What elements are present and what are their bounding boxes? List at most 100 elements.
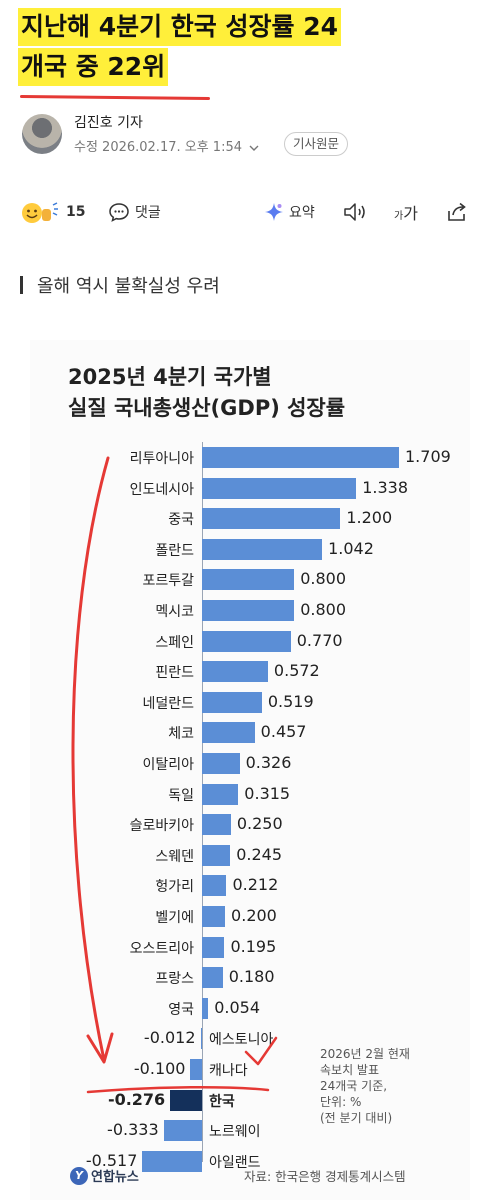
value-label-3: 1.042	[328, 538, 374, 558]
share-button[interactable]	[445, 197, 469, 227]
ai-summary-button[interactable]: 요약	[263, 197, 315, 227]
value-label-1: 1.338	[362, 477, 409, 497]
yonhap-logo-mark: Y	[70, 1166, 88, 1185]
yonhap-logo: Y 연합뉴스	[70, 1166, 139, 1185]
bar-12	[202, 814, 231, 836]
category-label-17: 프랑스	[155, 971, 194, 988]
category-label-8: 네덜란드	[142, 695, 194, 712]
headline-red-underline	[19, 95, 211, 100]
value-label-12: 0.250	[236, 814, 283, 834]
category-label-2: 중국	[168, 512, 194, 529]
bar-8	[202, 691, 262, 713]
chart-note: 2026년 2월 현재 속보치 발표 24개국 기준, 단위: % (전 분기 …	[320, 1047, 410, 1125]
gdp-infographic[interactable]: 2025년 4분기 국가별 실질 국내총생산(GDP) 성장률 2026년 2월…	[30, 340, 470, 1200]
share-icon	[448, 202, 466, 221]
category-label-16: 오스트리아	[129, 940, 194, 957]
chart-title-line-2: 실질 국내총생산(GDP) 성장률	[68, 396, 346, 420]
value-label-11: 0.315	[244, 783, 291, 803]
modified-time[interactable]: 수정 2026.02.17. 오후 1:54	[74, 136, 260, 155]
bar-15	[202, 906, 226, 927]
original-article-button[interactable]: 기사원문	[284, 132, 349, 156]
value-label-19: -0.012	[143, 1028, 196, 1048]
bar-11	[202, 783, 239, 805]
bar-13	[202, 844, 231, 866]
comment-icon	[109, 203, 129, 222]
category-label-15: 벨기에	[155, 910, 194, 926]
value-label-0: 1.709	[405, 447, 451, 466]
value-label-6: 0.770	[296, 630, 343, 650]
bar-17	[202, 967, 223, 989]
bar-5	[202, 600, 295, 621]
speaker-icon	[344, 203, 365, 221]
chevron-down-icon	[249, 145, 259, 151]
bar-19	[200, 1028, 202, 1050]
value-label-21: -0.276	[107, 1089, 166, 1109]
category-label-18: 영국	[168, 1001, 194, 1018]
bar-7	[202, 661, 268, 683]
bar-0	[202, 447, 399, 468]
value-label-13: 0.245	[236, 844, 283, 864]
category-label-9: 체코	[168, 726, 194, 743]
summary-label: 요약	[289, 205, 315, 221]
headline-line-1: 지난해 4분기 한국 성장률 24	[18, 8, 342, 46]
bar-4	[202, 569, 295, 591]
comment-label: 댓글	[135, 205, 161, 221]
bar-10	[202, 753, 240, 774]
category-label-0: 리투아니아	[129, 451, 194, 467]
category-label-19: 에스토니아	[209, 1032, 274, 1049]
bar-23	[142, 1150, 202, 1172]
category-label-11: 독일	[168, 787, 194, 804]
category-label-5: 멕시코	[155, 604, 194, 620]
reporter-avatar[interactable]	[22, 114, 62, 154]
value-label-22: -0.333	[107, 1120, 159, 1140]
yonhap-logo-text: 연합뉴스	[91, 1170, 139, 1185]
font-size-large-glyph: 가	[403, 204, 418, 223]
category-label-1: 인도네시아	[129, 481, 194, 498]
category-label-20: 캐나다	[209, 1063, 248, 1079]
category-label-23: 아일랜드	[209, 1154, 261, 1171]
bar-1	[202, 477, 357, 499]
value-label-10: 0.326	[245, 753, 292, 772]
bar-3	[202, 538, 323, 560]
reaction-emoji-icon	[22, 202, 58, 223]
bar-6	[202, 630, 291, 652]
subheading-bar	[20, 276, 23, 294]
chart-source: 자료: 한국은행 경제통계시스템	[244, 1169, 406, 1184]
bar-9	[202, 722, 255, 744]
category-label-3: 폴란드	[155, 542, 194, 559]
value-label-4: 0.800	[300, 569, 347, 589]
bar-20	[190, 1059, 202, 1080]
headline-line-2: 개국 중 22위	[18, 48, 169, 86]
article-headline: 지난해 4분기 한국 성장률 24 개국 중 22위	[18, 8, 478, 88]
category-label-6: 스페인	[155, 634, 194, 651]
value-label-20: -0.100	[133, 1059, 186, 1078]
reaction-button[interactable]: 15	[20, 197, 85, 227]
bar-18	[202, 997, 209, 1019]
font-size-small-glyph: 가	[394, 211, 404, 222]
category-label-21: 한국	[209, 1093, 235, 1110]
reporter-name[interactable]: 김진호 기자	[74, 115, 143, 131]
category-label-4: 포르투갈	[142, 573, 194, 590]
value-label-2: 1.200	[346, 508, 393, 528]
modified-time-text: 수정 2026.02.17. 오후 1:54	[74, 140, 242, 155]
article-subheading: 올해 역시 불확실성 우려	[20, 272, 220, 298]
ai-summary-icon	[265, 203, 283, 221]
category-label-12: 슬로바키아	[129, 818, 194, 835]
subheading-text: 올해 역시 불확실성 우려	[37, 276, 220, 297]
value-label-5: 0.800	[300, 600, 347, 619]
bar-21	[170, 1089, 202, 1111]
byline: 김진호 기자 수정 2026.02.17. 오후 1:54 기사원문	[22, 112, 472, 162]
bar-16	[202, 936, 225, 958]
category-label-13: 스웨덴	[155, 848, 194, 865]
category-label-14: 헝가리	[155, 879, 194, 896]
category-label-22: 노르웨이	[209, 1124, 261, 1141]
value-label-18: 0.054	[214, 997, 261, 1017]
bar-2	[202, 508, 341, 530]
value-label-7: 0.572	[273, 661, 320, 681]
value-label-16: 0.195	[230, 936, 277, 956]
comment-button[interactable]: 댓글	[108, 197, 161, 227]
tts-button[interactable]	[342, 197, 370, 227]
